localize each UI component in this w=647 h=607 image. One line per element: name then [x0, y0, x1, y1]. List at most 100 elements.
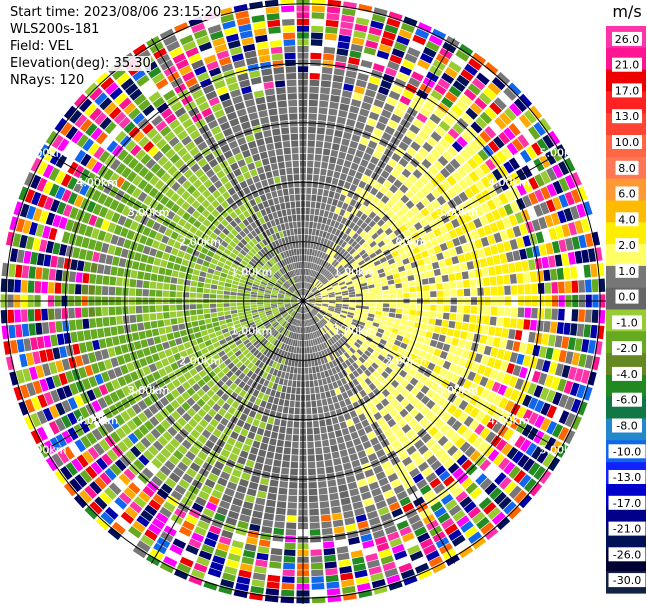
- gate-cell: [442, 282, 450, 290]
- gate-cell: [519, 248, 528, 260]
- gate-cell: [243, 235, 251, 243]
- gate-cell: [90, 461, 103, 475]
- gate-cell: [479, 215, 489, 226]
- gate-cell: [136, 540, 151, 553]
- gate-cell: [309, 269, 313, 276]
- gate-cell: [181, 391, 191, 401]
- gate-cell: [152, 493, 165, 506]
- gate-cell: [54, 308, 62, 320]
- gate-cell: [404, 263, 412, 271]
- gate-cell: [120, 410, 131, 422]
- gate-cell: [138, 424, 149, 436]
- gate-cell: [405, 189, 415, 199]
- gate-cell: [161, 235, 170, 244]
- gate-cell: [497, 306, 505, 316]
- gate-cell: [320, 267, 325, 274]
- gate-cell: [338, 151, 347, 160]
- gate-cell: [531, 307, 538, 319]
- gate-cell: [323, 262, 329, 269]
- gate-cell: [486, 172, 497, 185]
- gate-cell: [200, 233, 209, 241]
- gate-cell: [329, 353, 335, 361]
- gate-cell: [268, 269, 275, 276]
- gate-cell: [246, 378, 254, 386]
- gate-cell: [285, 535, 296, 543]
- gate-cell: [389, 263, 397, 270]
- gate-cell: [518, 474, 532, 488]
- gate-cell: [409, 353, 418, 362]
- gate-cell: [585, 279, 592, 293]
- gate-cell: [218, 316, 225, 321]
- gate-cell: [321, 433, 328, 441]
- gate-cell: [202, 219, 211, 228]
- gate-cell: [123, 218, 133, 229]
- gate-cell: [324, 33, 337, 41]
- gate-cell: [338, 329, 345, 335]
- gate-cell: [308, 297, 315, 300]
- gate-cell: [218, 407, 227, 417]
- gate-cell: [258, 354, 265, 361]
- gate-cell: [345, 70, 357, 79]
- gate-cell: [407, 321, 415, 327]
- gate-cell: [309, 311, 314, 318]
- gate-cell: [462, 212, 472, 223]
- gate-cell: [224, 286, 231, 292]
- gate-cell: [90, 329, 98, 340]
- ray: [308, 302, 593, 401]
- gate-cell: [316, 134, 325, 141]
- gate-cell: [389, 308, 396, 313]
- gate-cell: [331, 88, 342, 96]
- gate-cell: [487, 449, 500, 462]
- gate-cell: [224, 412, 233, 421]
- gate-cell: [138, 262, 146, 271]
- gate-cell: [441, 389, 452, 399]
- gate-cell: [311, 310, 316, 316]
- gate-cell: [111, 212, 121, 223]
- gate-cell: [131, 403, 142, 415]
- gate-cell: [276, 316, 283, 321]
- gate-cell: [391, 328, 399, 334]
- gate-cell: [276, 325, 282, 331]
- gate-cell: [310, 556, 323, 563]
- gate-cell: [181, 190, 191, 201]
- gate-cell: [539, 387, 550, 401]
- gate-cell: [354, 507, 365, 517]
- gate-cell: [375, 402, 384, 411]
- gate-cell: [385, 341, 393, 349]
- gate-cell: [99, 472, 112, 486]
- gate-cell: [123, 239, 132, 249]
- gate-cell: [315, 315, 321, 321]
- gate-cell: [308, 276, 312, 283]
- gate-cell: [492, 196, 503, 208]
- gate-cell: [522, 130, 535, 144]
- gate-cell: [434, 125, 447, 137]
- gate-cell: [266, 284, 274, 289]
- gate-cell: [451, 534, 466, 547]
- gate-cell: [326, 355, 332, 362]
- gate-cell: [321, 245, 326, 252]
- gate-cell: [305, 214, 310, 221]
- gate-cell: [312, 332, 316, 339]
- gate-cell: [220, 354, 229, 362]
- gate-cell: [436, 252, 444, 261]
- gate-cell: [281, 385, 287, 393]
- gate-cell: [311, 286, 316, 292]
- gate-cell: [36, 161, 48, 176]
- gate-cell: [313, 307, 320, 312]
- gate-cell: [315, 202, 321, 209]
- gate-cell: [321, 521, 332, 529]
- gate-cell: [329, 338, 335, 345]
- gate-cell: [72, 247, 81, 259]
- gate-cell: [533, 204, 544, 217]
- gate-cell: [290, 366, 294, 374]
- gate-cell: [506, 363, 515, 374]
- gate-cell: [365, 504, 376, 513]
- gate-cell: [464, 340, 473, 350]
- gate-cell: [186, 407, 197, 418]
- gate-cell: [172, 214, 181, 224]
- gate-cell: [472, 153, 484, 166]
- gate-cell: [30, 251, 39, 265]
- gate-cell: [398, 157, 409, 168]
- gate-cell: [290, 325, 295, 332]
- gate-cell: [418, 244, 427, 252]
